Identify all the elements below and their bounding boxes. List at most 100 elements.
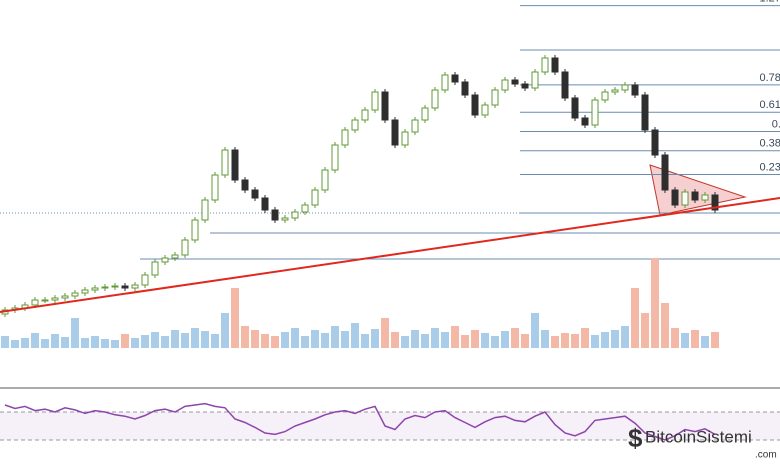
- fib-label: 0.786: [759, 72, 780, 84]
- volume-bar: [521, 334, 529, 348]
- candle-body: [481, 104, 489, 116]
- candle-body: [661, 154, 669, 191]
- volume-bar: [561, 333, 569, 348]
- volume-bar: [641, 313, 649, 348]
- volume-bar: [411, 330, 419, 348]
- candle-body: [641, 94, 649, 131]
- candle-body: [191, 219, 199, 241]
- volume-bar: [391, 332, 399, 348]
- volume-bar: [471, 330, 479, 348]
- candle-body: [171, 254, 179, 259]
- volume-bar: [491, 336, 499, 348]
- candle-body: [561, 71, 569, 99]
- candle-body: [601, 91, 609, 101]
- candle-body: [61, 295, 69, 299]
- candle-body: [261, 197, 269, 211]
- candle-body: [451, 74, 459, 83]
- volume-bar: [401, 336, 409, 348]
- volume-bar: [121, 334, 129, 348]
- fib-label: 0.236: [759, 161, 780, 173]
- candle-body: [621, 84, 629, 91]
- volume-bar: [601, 332, 609, 348]
- candle-body: [611, 89, 619, 93]
- candle-body: [651, 129, 659, 156]
- volume-bar: [101, 339, 109, 348]
- volume-bar: [311, 330, 319, 348]
- volume-bar: [81, 338, 89, 348]
- fib-label: 0.5: [772, 118, 780, 130]
- volume-bar: [51, 334, 59, 348]
- candle-body: [181, 239, 189, 256]
- volume-bar: [651, 258, 659, 348]
- candle-body: [51, 297, 59, 301]
- volume-bar: [321, 333, 329, 348]
- volume-bar: [671, 328, 679, 348]
- candle-body: [31, 299, 39, 306]
- candle-body: [231, 149, 239, 181]
- candle-body: [371, 91, 379, 111]
- candle-body: [631, 84, 639, 96]
- candle-body: [391, 119, 399, 146]
- volume-bar: [231, 288, 239, 348]
- volume-bar: [111, 340, 119, 348]
- candle-body: [681, 191, 689, 206]
- volume-bar: [361, 334, 369, 348]
- fib-label: 0.382: [759, 138, 780, 150]
- candle-body: [251, 189, 259, 199]
- volume-bar: [711, 332, 719, 348]
- volume-bar: [331, 326, 339, 348]
- candle-body: [211, 174, 219, 201]
- candle-body: [691, 191, 699, 201]
- volume-bar: [681, 333, 689, 348]
- volume-bar: [541, 330, 549, 348]
- volume-bar: [91, 336, 99, 348]
- volume-bar: [271, 336, 279, 348]
- candle-body: [381, 91, 389, 121]
- volume-bar: [371, 329, 379, 348]
- candle-body: [201, 199, 209, 221]
- volume-bar: [351, 323, 359, 348]
- candle-body: [511, 79, 519, 85]
- rsi: [0, 402, 780, 441]
- volume-bar: [621, 326, 629, 348]
- candle-body: [711, 194, 719, 211]
- volume-bar: [161, 336, 169, 348]
- volume-bar: [381, 318, 389, 348]
- volume-bar: [201, 331, 209, 348]
- volume-bar: [281, 332, 289, 348]
- volume-bar: [431, 328, 439, 348]
- volume-bar: [481, 333, 489, 348]
- candle-body: [131, 284, 139, 289]
- volume-bar: [251, 330, 259, 348]
- volume-bar: [261, 334, 269, 348]
- candle-body: [551, 57, 559, 73]
- candle-body: [471, 94, 479, 116]
- candle-body: [41, 299, 49, 302]
- candle-body: [111, 285, 119, 288]
- volume-bar: [531, 313, 539, 348]
- volume-bar: [301, 336, 309, 348]
- candle-body: [221, 149, 229, 176]
- trend-line: [0, 197, 780, 313]
- volume-bar: [131, 338, 139, 348]
- candle-body: [151, 261, 159, 276]
- candle-body: [541, 57, 549, 73]
- candle-body: [161, 257, 169, 263]
- candle-body: [271, 209, 279, 221]
- candle-body: [401, 131, 409, 146]
- volume-bar: [581, 328, 589, 348]
- volume-bar: [11, 340, 19, 348]
- candle-body: [291, 211, 299, 219]
- candle-body: [491, 89, 499, 106]
- volume-bar: [141, 335, 149, 348]
- volume-bar: [611, 330, 619, 348]
- watermark-icon: $: [628, 423, 643, 453]
- volume-bar: [511, 328, 519, 348]
- volume-bar: [31, 333, 39, 348]
- candle-body: [141, 274, 149, 286]
- volume-bar: [291, 328, 299, 348]
- candle-body: [91, 287, 99, 291]
- volume-bar: [221, 313, 229, 348]
